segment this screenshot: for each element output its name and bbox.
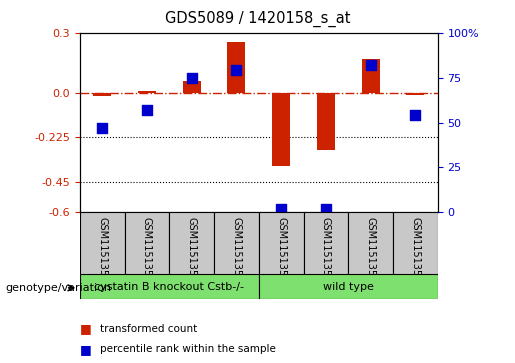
Bar <box>362 59 380 93</box>
Text: wild type: wild type <box>323 282 374 292</box>
Bar <box>259 212 303 274</box>
Point <box>322 206 330 212</box>
Bar <box>138 91 156 93</box>
Text: GSM1151352: GSM1151352 <box>142 217 152 283</box>
Bar <box>393 212 438 274</box>
Text: GSM1151356: GSM1151356 <box>321 217 331 282</box>
Text: ■: ■ <box>80 322 92 335</box>
Text: ■: ■ <box>80 343 92 356</box>
Point <box>232 68 241 73</box>
Bar <box>317 93 335 151</box>
Point <box>411 113 420 118</box>
Bar <box>406 93 424 95</box>
Point <box>187 75 196 81</box>
Text: GSM1151353: GSM1151353 <box>186 217 197 282</box>
Bar <box>169 212 214 274</box>
Bar <box>259 274 438 299</box>
Point <box>367 62 375 68</box>
Text: genotype/variation: genotype/variation <box>5 283 111 293</box>
Bar <box>80 274 259 299</box>
Bar <box>272 93 290 167</box>
Bar <box>183 81 201 93</box>
Bar <box>228 42 245 93</box>
Text: cystatin B knockout Cstb-/-: cystatin B knockout Cstb-/- <box>94 282 244 292</box>
Text: transformed count: transformed count <box>100 323 198 334</box>
Text: GSM1151354: GSM1151354 <box>231 217 242 282</box>
Text: GSM1151358: GSM1151358 <box>410 217 420 282</box>
Bar <box>303 212 348 274</box>
Bar <box>93 93 111 95</box>
Text: GSM1151355: GSM1151355 <box>276 217 286 283</box>
Bar <box>125 212 169 274</box>
Bar <box>348 212 393 274</box>
Text: GSM1151351: GSM1151351 <box>97 217 107 282</box>
Point <box>143 107 151 113</box>
Point <box>98 125 106 131</box>
Bar <box>80 212 125 274</box>
Point <box>277 206 285 212</box>
Bar <box>214 212 259 274</box>
Text: GDS5089 / 1420158_s_at: GDS5089 / 1420158_s_at <box>165 11 350 27</box>
Text: GSM1151357: GSM1151357 <box>366 217 375 283</box>
Text: percentile rank within the sample: percentile rank within the sample <box>100 344 277 354</box>
